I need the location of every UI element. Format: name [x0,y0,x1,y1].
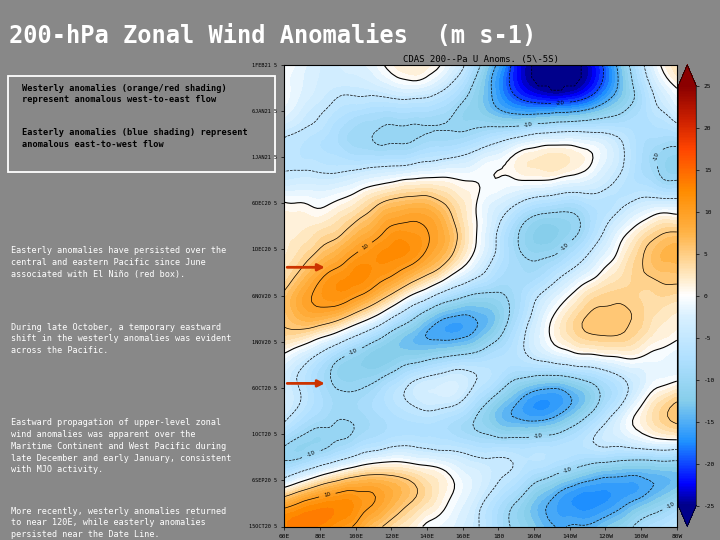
Text: -10: -10 [306,450,316,458]
PathPatch shape [678,65,696,86]
PathPatch shape [678,505,696,526]
Text: -10: -10 [665,501,676,510]
Text: 10: 10 [361,243,369,251]
Text: -10: -10 [563,467,573,474]
Text: Easterly anomalies have persisted over the
central and eastern Pacific since Jun: Easterly anomalies have persisted over t… [12,246,227,279]
Text: More recently, westerly anomalies returned
to near 120E, while easterly anomalie: More recently, westerly anomalies return… [12,507,227,539]
Text: -10: -10 [653,151,661,161]
Text: -10: -10 [348,348,359,356]
Text: 10: 10 [323,491,331,498]
Text: Easterly anomalies (blue shading) represent
anomalous east-to-west flow: Easterly anomalies (blue shading) repres… [22,128,248,148]
Text: During late October, a temporary eastward
shift in the westerly anomalies was ev: During late October, a temporary eastwar… [12,322,232,355]
Text: -20: -20 [556,100,565,106]
Text: -10: -10 [523,122,534,128]
Text: Westerly anomalies (orange/red shading)
represent anomalous west-to-east flow: Westerly anomalies (orange/red shading) … [22,84,228,104]
Text: -10: -10 [534,433,543,439]
Text: 200-hPa Zonal Wind Anomalies  (m s-1): 200-hPa Zonal Wind Anomalies (m s-1) [9,24,536,48]
Text: Eastward propagation of upper-level zonal
wind anomalies was apparent over the
M: Eastward propagation of upper-level zona… [12,418,232,474]
Title: CDAS 200--Pa U Anoms. (5\-5S): CDAS 200--Pa U Anoms. (5\-5S) [402,55,559,64]
Text: -10: -10 [559,242,570,252]
